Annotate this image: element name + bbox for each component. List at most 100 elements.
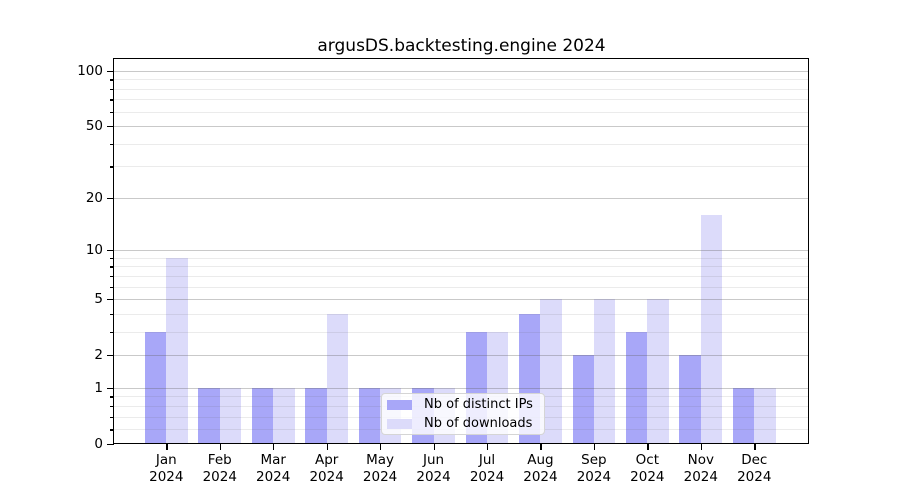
gridline-major-50 — [114, 126, 809, 128]
plot-area — [114, 59, 809, 444]
y-tick-10 — [107, 250, 114, 252]
x-tick-sep — [593, 444, 596, 450]
x-tick-label-sep: Sep 2024 — [576, 452, 612, 485]
gridline-minor-6 — [114, 286, 809, 288]
y-tick-label-50: 50 — [85, 118, 103, 135]
gridline-major-2 — [114, 355, 809, 357]
x-tick-label-jun: Jun 2024 — [416, 452, 451, 485]
x-tick-label-nov: Nov 2024 — [683, 452, 718, 485]
bar-distinct-ips-mar — [251, 387, 274, 444]
legend: Nb of distinct IPs Nb of downloads — [381, 393, 545, 435]
bar-distinct-ips-jan — [144, 331, 167, 444]
legend-item-distinct-ips: Nb of distinct IPs — [387, 395, 544, 414]
gridline-major-1 — [114, 387, 809, 389]
y-minortick-40 — [110, 143, 114, 146]
bar-distinct-ips-may — [358, 387, 381, 444]
legend-item-downloads: Nb of downloads — [387, 414, 544, 433]
x-tick-dec — [754, 444, 756, 450]
y-minortick-60 — [110, 111, 114, 113]
bar-downloads-nov — [700, 214, 723, 444]
gridline-minor-90 — [114, 79, 809, 81]
y-minortick-0.4 — [110, 416, 114, 419]
y-minortick-0.2 — [110, 429, 114, 431]
y-tick-50 — [107, 126, 114, 128]
bar-distinct-ips-dec — [732, 387, 755, 444]
gridline-minor-80 — [114, 88, 809, 90]
y-minortick-9 — [110, 257, 114, 260]
gridline-minor-7 — [114, 275, 809, 277]
bar-downloads-apr — [326, 313, 349, 444]
bar-downloads-aug — [540, 299, 562, 444]
y-minortick-70 — [110, 99, 114, 101]
gridline-major-20 — [114, 197, 809, 199]
y-tick-label-20: 20 — [85, 189, 103, 206]
x-tick-label-dec: Dec 2024 — [737, 452, 772, 485]
bar-downloads-feb — [219, 387, 242, 444]
x-tick-label-aug: Aug 2024 — [523, 452, 558, 485]
bar-downloads-sep — [593, 299, 616, 444]
bar-distinct-ips-nov — [679, 355, 701, 444]
y-tick-label-2: 2 — [94, 347, 103, 364]
bar-distinct-ips-sep — [572, 355, 594, 444]
bar-distinct-ips-apr — [305, 387, 327, 444]
bar-downloads-oct — [647, 299, 669, 444]
y-minortick-3 — [110, 331, 114, 334]
legend-swatch-distinct-ips — [387, 399, 412, 410]
legend-swatch-downloads — [387, 418, 412, 429]
gridline-major-5 — [114, 299, 809, 301]
y-minortick-90 — [110, 79, 114, 81]
y-minortick-0.8 — [110, 396, 114, 398]
y-minortick-8 — [110, 266, 114, 268]
y-tick-label-5: 5 — [94, 291, 103, 308]
x-tick-aug — [540, 444, 542, 450]
x-tick-label-jan: Jan 2024 — [149, 452, 184, 485]
x-tick-jul — [487, 444, 489, 450]
y-minortick-7 — [110, 275, 114, 278]
bar-distinct-ips-feb — [198, 387, 220, 444]
gridline-minor-8 — [114, 266, 809, 268]
legend-label-downloads: Nb of downloads — [424, 416, 533, 431]
gridline-major-100 — [114, 70, 809, 72]
x-tick-label-feb: Feb 2024 — [202, 452, 237, 485]
x-tick-jun — [433, 444, 435, 450]
y-tick-label-0: 0 — [94, 436, 103, 452]
chart-title: argusDS.backtesting.engine 2024 — [317, 36, 606, 56]
gridline-major-10 — [114, 250, 809, 252]
y-tick-5 — [107, 299, 114, 301]
gridline-minor-9 — [114, 257, 809, 259]
x-tick-label-jul: Jul 2024 — [469, 452, 505, 485]
x-tick-label-apr: Apr 2024 — [309, 452, 344, 485]
bar-downloads-mar — [273, 387, 295, 444]
bar-distinct-ips-oct — [625, 331, 648, 444]
y-tick-0 — [107, 444, 114, 446]
y-tick-2 — [107, 355, 114, 357]
y-minortick-30 — [110, 166, 114, 168]
x-tick-label-oct: Oct 2024 — [630, 452, 665, 485]
x-tick-label-may: May 2024 — [362, 452, 398, 485]
y-tick-label-1: 1 — [94, 379, 103, 396]
gridline-minor-60 — [114, 111, 809, 113]
y-minortick-4 — [110, 313, 114, 316]
gridline-minor-40 — [114, 143, 809, 145]
legend-label-distinct-ips: Nb of distinct IPs — [424, 397, 533, 412]
y-tick-1 — [107, 387, 114, 390]
x-tick-feb — [219, 444, 222, 450]
y-minortick-80 — [110, 88, 114, 91]
y-tick-label-10: 10 — [85, 242, 103, 259]
x-tick-oct — [647, 444, 649, 450]
y-tick-100 — [107, 70, 114, 73]
x-tick-jan — [166, 444, 168, 450]
gridline-minor-30 — [114, 166, 809, 168]
y-minortick-6 — [110, 286, 114, 288]
x-tick-may — [380, 444, 382, 450]
bar-downloads-dec — [754, 387, 776, 444]
x-tick-label-mar: Mar 2024 — [256, 452, 291, 485]
y-minortick-0.6 — [110, 406, 114, 408]
x-tick-mar — [273, 444, 275, 450]
y-tick-20 — [107, 197, 114, 200]
y-tick-label-100: 100 — [77, 62, 103, 79]
x-tick-apr — [326, 444, 328, 450]
x-tick-nov — [700, 444, 703, 450]
bar-downloads-jan — [166, 257, 188, 444]
